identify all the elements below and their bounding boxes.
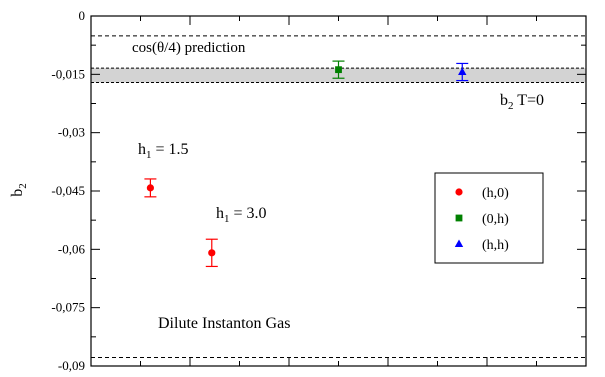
y-tick-label: -0,09 — [58, 358, 85, 373]
y-tick-label: -0,015 — [51, 66, 85, 81]
y-tick-label: -0,045 — [51, 183, 85, 198]
dilute-instanton-gas-label: Dilute Instanton Gas — [158, 315, 290, 332]
y-tick-label: 0 — [79, 8, 86, 23]
legend-marker — [455, 214, 463, 222]
data-point-0-0 — [144, 178, 157, 198]
h1-annotation-2-tail: = 3.0 — [230, 205, 267, 222]
h1-annotation-1-main: h — [138, 141, 146, 158]
band-label-main: b — [500, 92, 508, 109]
legend-box — [434, 172, 544, 264]
y-axis-label-sub: 2 — [17, 183, 29, 189]
h1-annotation-1-sub: 1 — [146, 149, 152, 161]
legend-item-0: (h,0) — [455, 186, 509, 201]
data-points — [144, 60, 469, 268]
cos-prediction-label: cos(θ/4) prediction — [132, 40, 246, 56]
y-tick-label: -0,075 — [51, 300, 85, 315]
y-tick-label: -0,06 — [58, 241, 86, 256]
legend-marker — [455, 188, 463, 196]
band-label: b2 T=0 — [500, 92, 544, 112]
y-axis-ticks: 0 -0,015 -0,03 -0,045 -0,06 -0,075 -0,09 — [51, 8, 586, 373]
h1-annotation-1: h1 = 1.5 — [138, 141, 189, 161]
marker — [208, 249, 216, 257]
marker — [146, 184, 154, 192]
h1-annotation-1-tail: = 1.5 — [152, 141, 189, 158]
data-point-2-0 — [456, 62, 469, 82]
legend-label: (0,h) — [482, 212, 509, 227]
x-axis-ticks — [90, 16, 587, 366]
legend-item-1: (0,h) — [455, 212, 509, 227]
legend-item-2: (h,h) — [454, 238, 509, 253]
y-axis-label: b2 — [9, 183, 29, 197]
legend-marker — [454, 239, 464, 247]
legend-label: (h,h) — [482, 238, 509, 253]
y-axis-label-main: b — [9, 189, 26, 197]
y-tick-label: -0,03 — [58, 125, 85, 140]
marker — [335, 66, 342, 74]
marker — [458, 67, 467, 75]
h1-annotation-2-main: h — [216, 205, 224, 222]
band-label-tail: T=0 — [514, 92, 545, 109]
h1-annotation-2-sub: 1 — [224, 213, 230, 225]
data-point-0-1 — [205, 238, 218, 268]
legend: (h,0) (0,h) (h,h) — [434, 172, 544, 264]
legend-label: (h,0) — [482, 186, 509, 201]
band-label-sub: 2 — [508, 100, 514, 112]
h1-annotation-2: h1 = 3.0 — [216, 205, 267, 225]
data-point-1-0 — [332, 60, 345, 79]
